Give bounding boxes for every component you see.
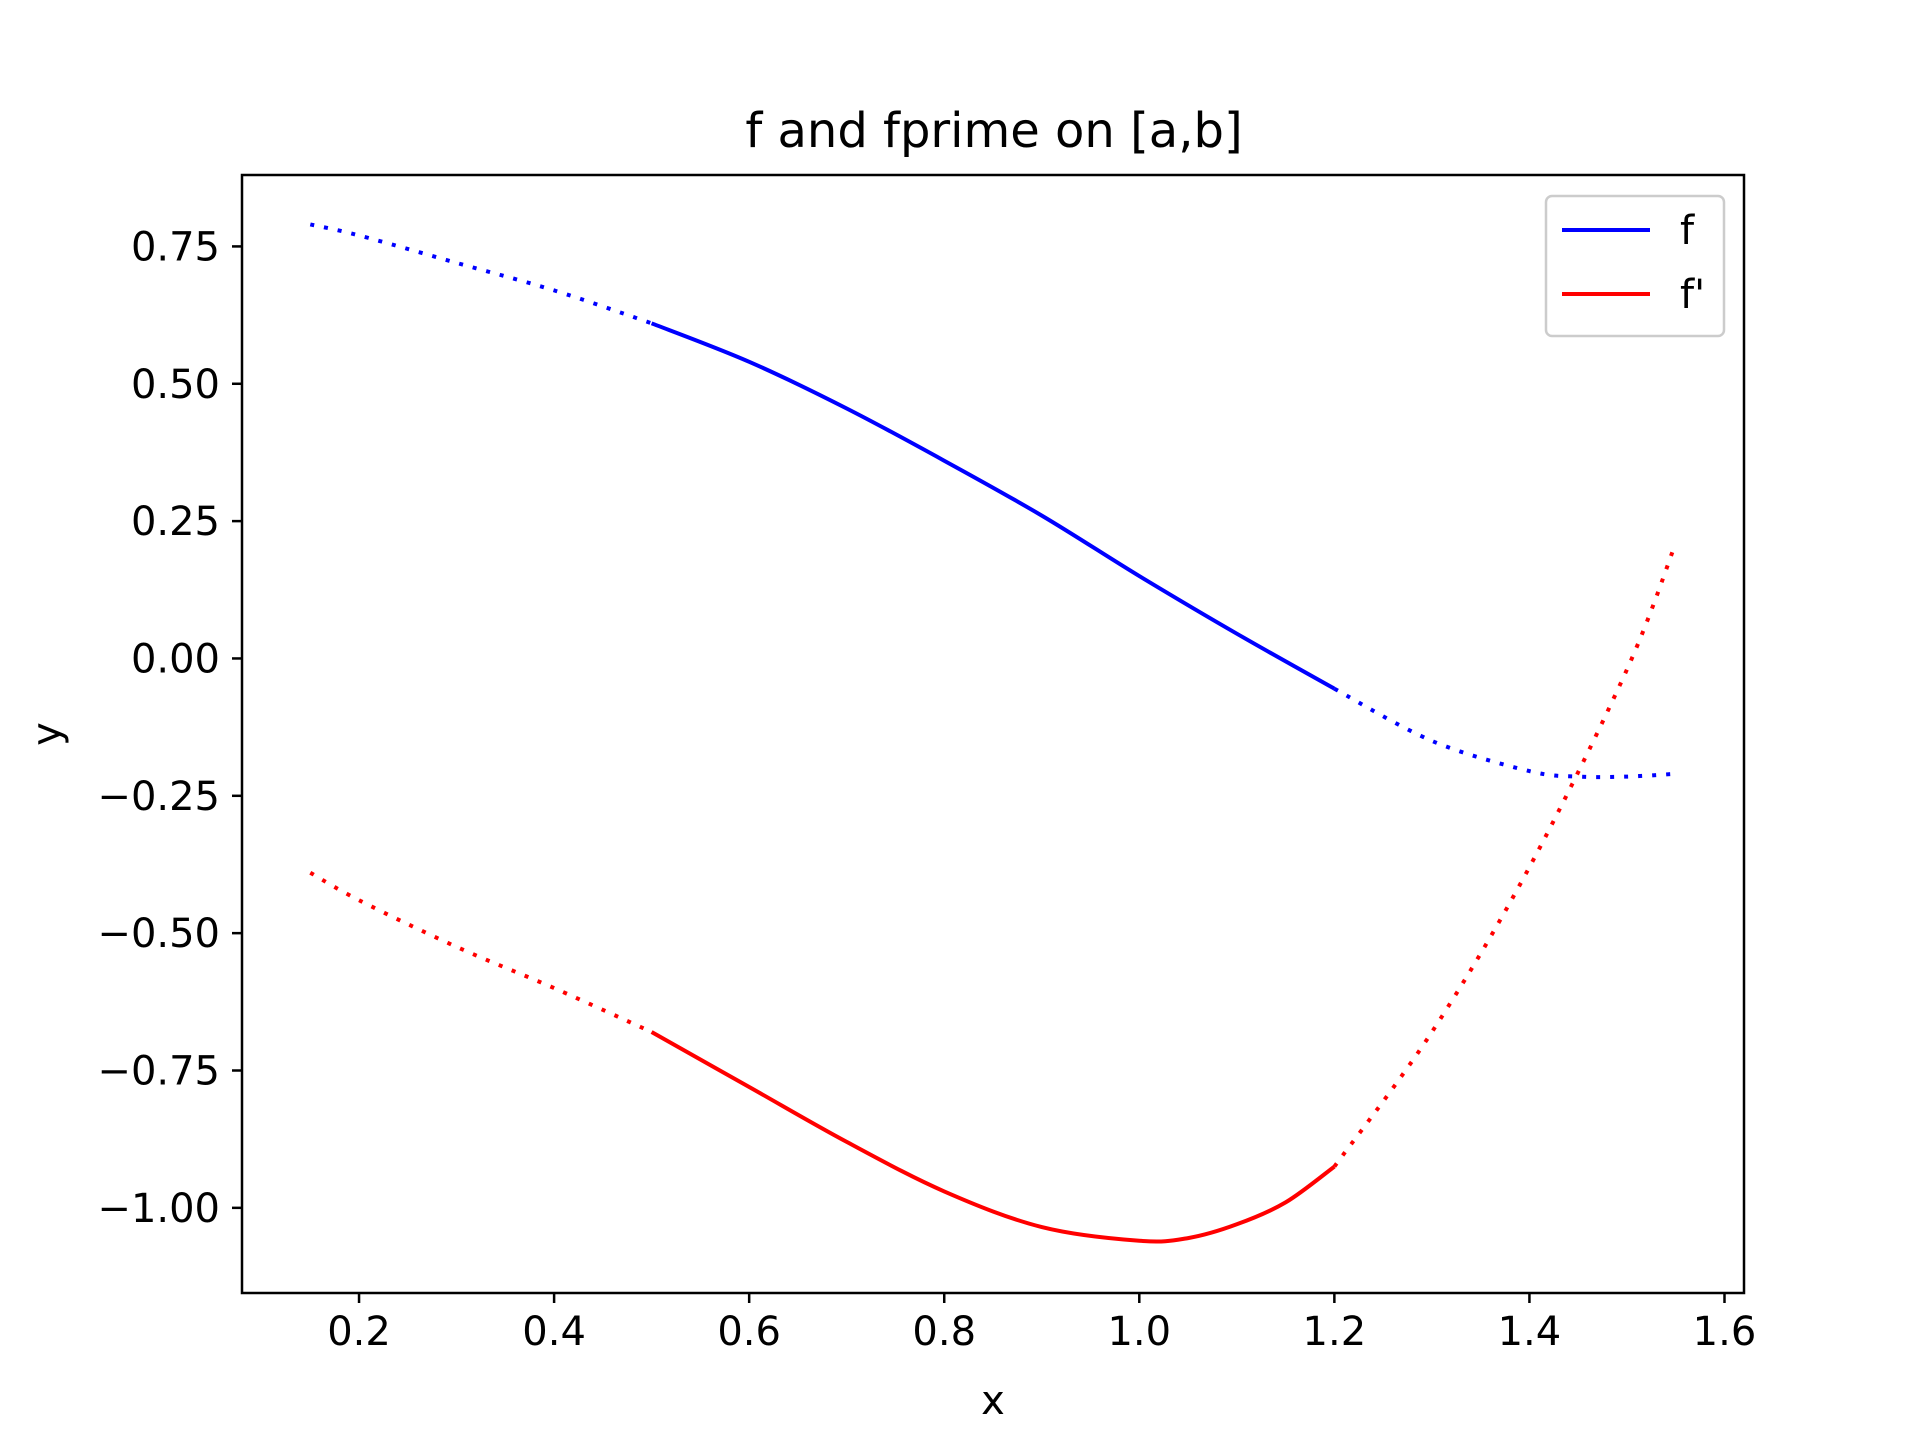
y-axis: 0.75 0.50 0.25 0.00 −0.25 −0.50 −0.75 −1.00 [97, 224, 242, 1232]
series-f-left-dotted-line [309, 222, 653, 326]
x-tick-label: 1.4 [1498, 1309, 1562, 1355]
x-axis-label: x [981, 1378, 1005, 1424]
legend-label-fprime: f' [1680, 272, 1705, 318]
x-tick-label: 1.2 [1303, 1309, 1367, 1355]
y-tick-label: −1.00 [97, 1186, 220, 1232]
y-tick-label: −0.50 [97, 911, 220, 957]
x-axis: 0.2 0.4 0.6 0.8 1.0 1.2 1.4 1.6 [327, 1293, 1756, 1355]
x-tick-label: 1.6 [1693, 1309, 1757, 1355]
x-tick-label: 0.2 [327, 1309, 391, 1355]
series-f-solid-line [650, 321, 1336, 691]
series-fprime-left-dotted-line [309, 870, 653, 1034]
series-fprime-right-dotted-line [1332, 542, 1678, 1168]
y-tick-label: 0.50 [131, 362, 220, 408]
x-tick-label: 1.0 [1107, 1309, 1171, 1355]
plot-frame [240, 173, 1746, 1295]
plot-area [309, 222, 1678, 1244]
y-tick-label: 0.75 [131, 224, 220, 270]
chart-title: f and fprime on [a,b] [745, 103, 1242, 159]
legend: f f' [1544, 194, 1726, 338]
y-tick-label: −0.75 [97, 1048, 220, 1094]
y-tick-label: 0.00 [131, 636, 220, 682]
y-tick-label: 0.25 [131, 499, 220, 545]
series-f-right-dotted-line [1333, 686, 1676, 780]
x-tick-label: 0.8 [912, 1309, 976, 1355]
x-tick-label: 0.6 [717, 1309, 781, 1355]
y-axis-label: y [24, 722, 70, 746]
x-tick-label: 0.4 [522, 1309, 586, 1355]
y-tick-label: −0.25 [97, 774, 220, 820]
series-fprime-solid-line [650, 1030, 1336, 1244]
legend-label-f: f [1680, 208, 1695, 254]
